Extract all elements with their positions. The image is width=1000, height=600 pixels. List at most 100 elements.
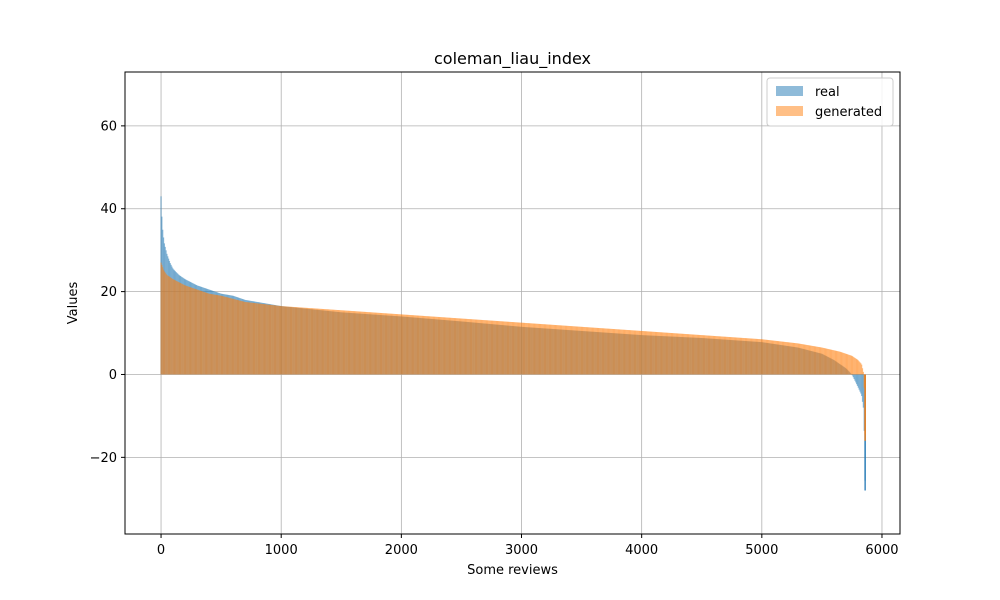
bar-generated [375,312,377,375]
bar-generated [536,323,538,375]
bar-generated [652,331,654,375]
bar-generated [516,322,518,375]
bar-generated [559,325,562,375]
bar-generated [264,304,266,375]
bar-real [861,374,864,402]
bar-generated [422,315,425,375]
bar-generated [500,321,502,375]
bar-generated [827,348,829,375]
bar-generated [527,323,529,375]
bar-real [859,374,861,392]
bar-generated [209,293,211,375]
bar-generated [218,295,220,375]
bar-generated [856,359,859,375]
bar-generated [233,299,235,375]
bar-generated [841,352,843,375]
bar-generated [205,292,207,375]
bar-generated [520,322,522,375]
bar-generated [476,319,478,375]
bar-generated [174,280,176,375]
bar-generated [180,283,182,375]
bar-generated [487,320,489,375]
bar-generated [512,322,515,375]
bar-generated [432,316,435,375]
y-tick-label: −20 [90,451,117,466]
bar-generated [377,312,379,375]
bar-generated [194,288,197,375]
bar-generated [747,338,749,375]
bar-generated [504,321,506,375]
bar-generated [287,306,289,375]
bar-generated [526,323,528,375]
bar-generated [223,296,225,375]
bar-generated [787,342,789,375]
bar-generated [799,343,801,375]
bar-generated [257,303,259,375]
bar-generated [279,306,282,375]
bar-generated [300,307,302,375]
bar-generated [227,297,229,375]
bar-generated [751,338,753,375]
bar-generated [738,337,740,375]
bar-generated [450,317,452,375]
bar-generated [289,306,291,375]
bar-generated [451,317,453,375]
bar-generated [639,330,641,375]
bar-generated [406,314,409,375]
bar-generated [274,305,277,375]
bar-generated [599,328,601,375]
bar-generated [374,312,377,375]
bar-generated [584,327,586,375]
bar-generated [680,333,682,375]
bar-generated [825,348,827,375]
bar-generated [452,317,454,375]
bar-generated [506,321,508,375]
bar-generated [831,349,833,375]
bar-generated [731,337,733,375]
bar-generated [679,333,681,375]
bar-generated [290,306,293,375]
bar-generated [569,326,571,375]
bar-generated [734,337,737,375]
bar-generated [587,327,589,375]
bar-generated [824,348,827,375]
bar-generated [794,343,796,375]
bar-generated [626,329,628,375]
bar-generated [716,336,718,375]
bar-generated [690,334,692,375]
bar-generated [251,302,253,375]
bar-generated [513,322,515,375]
bar-generated [345,310,347,375]
bar-generated [591,327,594,375]
bar-generated [571,326,573,375]
bar-generated [792,342,794,375]
bar-generated [308,308,310,375]
bar-real [852,374,854,378]
bar-generated [338,310,340,375]
bar-generated [465,318,467,375]
bar-generated [774,340,776,375]
bar-generated [781,341,783,375]
bar-generated [852,356,854,375]
bar-generated [674,333,676,375]
bar-generated [640,330,642,375]
bar-generated [677,333,679,375]
bar-generated [427,316,429,375]
bar-generated [672,333,674,375]
bar-generated [288,306,290,375]
bar-generated [183,285,186,375]
bar-generated [836,351,838,375]
bar-generated [358,311,360,375]
bar-generated [173,279,176,375]
bar-generated [178,282,181,375]
bar-generated [485,320,488,375]
bar-generated [743,338,745,375]
bar-generated [379,312,382,375]
bar-generated [848,354,850,375]
bar-generated [449,317,451,375]
bar-generated [212,294,214,375]
bar-generated [692,334,694,375]
bar-generated [671,333,674,375]
x-tick-label: 6000 [865,543,898,558]
bar-generated [236,299,238,375]
